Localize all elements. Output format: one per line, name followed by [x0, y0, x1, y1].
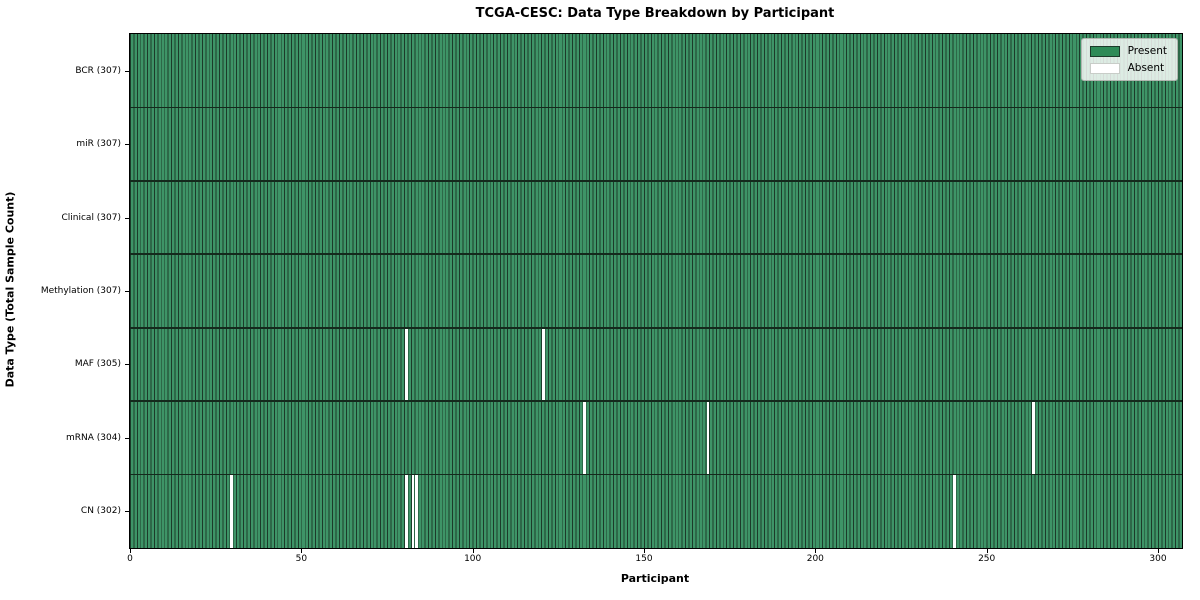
x-tick-mark [986, 549, 988, 553]
x-tick-label: 150 [635, 554, 653, 564]
x-tick-label: 50 [295, 554, 308, 564]
y-tick-mark [125, 437, 129, 439]
heatmap-row-MAF [130, 327, 1182, 402]
x-tick-label: 0 [127, 554, 133, 564]
row-separator [130, 473, 1182, 476]
legend-swatch-absent [1089, 62, 1120, 74]
row-separator [130, 106, 1182, 109]
y-tick-mark [125, 217, 129, 219]
row-separator [130, 326, 1182, 329]
absent-cell [583, 401, 586, 475]
absent-cell [706, 401, 710, 475]
absent-cell [411, 474, 415, 548]
heatmap-row-miR [130, 107, 1182, 181]
heatmap-row-CN [130, 474, 1182, 548]
legend-label: Present [1127, 45, 1167, 57]
legend-item-present: Present [1089, 45, 1167, 57]
heatmap-row-Methylation [130, 254, 1182, 328]
y-tick-label-miR: miR (307) [76, 139, 121, 150]
y-tick-mark [125, 511, 129, 513]
x-tick-mark [815, 549, 817, 553]
x-tick-mark [472, 549, 474, 553]
x-tick-label: 200 [806, 554, 824, 564]
x-tick-mark [301, 549, 303, 553]
chart-title: TCGA-CESC: Data Type Breakdown by Partic… [475, 6, 835, 21]
legend-label: Absent [1127, 62, 1165, 74]
y-tick-mark [125, 364, 129, 366]
legend: Present Absent [1080, 38, 1178, 81]
heatmap-row-BCR [130, 34, 1182, 108]
y-tick-label-MAF: MAF (305) [74, 359, 121, 370]
x-tick-label: 300 [1149, 554, 1167, 564]
y-tick-mark [125, 70, 129, 72]
x-tick-label: 100 [464, 554, 482, 564]
row-separator [130, 180, 1182, 182]
y-tick-mark [125, 144, 129, 146]
y-tick-label-CN: CN (302) [80, 506, 121, 517]
x-tick-mark [130, 549, 131, 553]
x-tick-mark [644, 549, 645, 553]
absent-cell [230, 474, 233, 548]
y-tick-label-Clinical: Clinical (307) [61, 212, 121, 223]
absent-cell [405, 474, 408, 548]
heatmap-row-Clinical [130, 180, 1182, 255]
plot-area: Present Absent [129, 33, 1183, 549]
row-separator [130, 253, 1182, 256]
absent-cell [415, 474, 418, 548]
row-separator [130, 400, 1182, 402]
x-tick-label: 250 [978, 554, 996, 564]
y-tick-mark [125, 291, 129, 292]
y-tick-label-BCR: BCR (307) [75, 65, 121, 76]
heatmap-row-mRNA [130, 401, 1182, 475]
legend-swatch-present [1089, 45, 1120, 57]
absent-cell [405, 327, 408, 402]
y-tick-label-mRNA: mRNA (304) [66, 432, 121, 443]
absent-cell [542, 327, 545, 402]
absent-cell [953, 474, 956, 548]
x-axis-label: Participant [620, 572, 690, 585]
legend-item-absent: Absent [1089, 62, 1167, 74]
y-tick-label-Methylation: Methylation (307) [40, 286, 121, 296]
absent-cell [1032, 401, 1035, 475]
x-tick-mark [1158, 549, 1159, 553]
